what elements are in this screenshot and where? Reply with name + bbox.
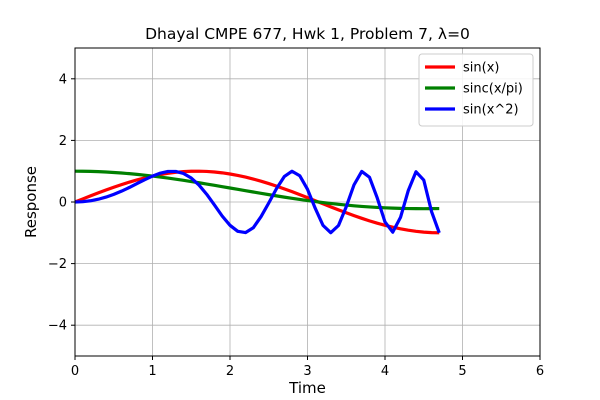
y-axis-label: Response [22,166,40,238]
x-tick-label: 2 [226,364,234,379]
series-line-0 [75,169,440,235]
y-tick-label: 0 [59,196,67,211]
x-tick-label: 0 [71,364,79,379]
legend-entry-label: sin(x^2) [463,103,519,118]
x-tick-label: 6 [536,364,544,379]
series-layer [75,169,441,235]
y-tick-label: −4 [48,319,67,334]
legend-entry-label: sin(x) [463,61,499,76]
legend-entry-label: sinc(x/pi) [463,82,523,97]
x-tick-label: 5 [458,364,466,379]
y-tick-label: 2 [59,134,67,149]
x-tick-label: 4 [381,364,389,379]
x-axis-label: Time [288,379,326,397]
series-line-2 [75,169,441,235]
chart-title: Dhayal CMPE 677, Hwk 1, Problem 7, λ=0 [145,25,470,43]
legend: sin(x) sinc(x/pi) sin(x^2) [418,53,534,127]
y-tick-label: −2 [48,257,67,272]
axis-ticks: 0 1 2 3 4 5 6 −4 −2 0 2 4 [48,72,544,379]
x-tick-label: 3 [303,364,311,379]
x-tick-label: 1 [148,364,156,379]
y-tick-label: 4 [59,72,67,87]
series-line-1 [75,169,440,211]
plot-area [75,169,441,235]
